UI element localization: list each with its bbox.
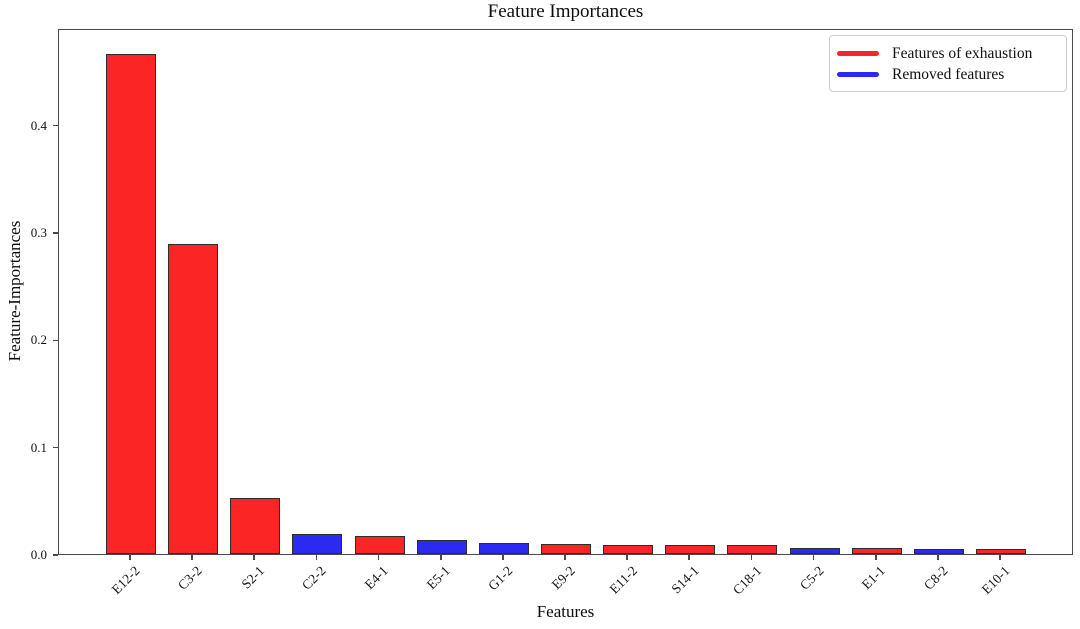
bar-E12-2 [106,53,156,554]
x-tick-mark [129,555,131,560]
bar-E5-1 [416,540,467,554]
bar-S14-1 [665,545,716,554]
y-tick-label: 0.4 [30,117,47,133]
bar-C8-2 [913,548,964,554]
x-tick-label: E11-2 [606,563,640,597]
x-tick-label: E5-1 [424,563,454,593]
chart-title: Feature Importances [487,1,644,22]
x-tick-mark [191,555,193,560]
x-tick-mark [439,555,442,560]
legend-label: Removed features [892,65,1005,83]
y-tick-mark [53,446,58,449]
x-tick-mark [688,555,691,560]
legend-item-removed: Removed features [837,64,1056,85]
x-tick-mark [874,555,877,560]
x-tick-label: E10-1 [978,563,1013,597]
x-tick-label: E4-1 [362,563,392,593]
x-tick-label: C8-2 [920,563,951,593]
y-axis: 0.0 0.1 0.2 0.3 0.4 [0,29,58,562]
x-tick-mark [315,555,318,560]
y-tick-mark [53,554,58,556]
x-tick-label: C5-2 [796,563,827,593]
bar-E11-2 [603,544,654,554]
bar-C5-2 [789,547,840,554]
x-tick-mark [999,555,1001,560]
bar-S2-1 [230,498,281,554]
x-tick-mark [812,555,815,560]
x-tick-mark [502,555,504,560]
x-tick-label: G1-2 [485,563,516,594]
bar-E9-2 [541,544,591,554]
x-tick-label: E1-1 [859,563,889,593]
x-tick-label: E9-2 [548,563,578,593]
x-tick-label: S14-1 [668,563,702,597]
bar-G1-2 [478,543,529,554]
x-tick-label: C18-1 [729,563,765,598]
plot-area [58,29,1073,555]
x-tick-mark [750,555,753,560]
x-tick-mark [253,555,256,560]
x-axis: E12-2 C3-2 S2-1 C2-2 E4-1 E5-1 G1-2 E9-2 E11-2 S1… [58,555,1073,629]
bar-E1-1 [851,548,902,554]
y-tick-mark [53,232,58,234]
bar-C3-2 [168,243,219,554]
x-tick-label: C3-2 [175,563,205,593]
x-tick-mark [564,555,566,560]
x-tick-mark [377,555,380,560]
blue-line-icon [837,72,879,77]
x-tick-mark [626,555,628,560]
y-tick-mark [53,124,58,127]
x-tick-label: E12-2 [108,563,143,597]
y-tick-mark [53,339,58,342]
legend: Features of exhaustion Removed features [829,35,1067,92]
legend-label: Features of exhaustion [892,44,1033,62]
y-tick-label: 0.3 [30,224,47,240]
y-tick-label: 0.2 [30,332,47,348]
bar-C2-2 [292,533,343,554]
bar-C18-1 [727,545,778,554]
x-tick-mark [937,555,939,560]
bar-E10-1 [976,549,1026,554]
y-tick-label: 0.0 [30,547,47,562]
bar-E4-1 [354,535,405,554]
red-line-icon [837,51,879,56]
y-tick-label: 0.1 [30,439,47,455]
x-tick-label: C2-2 [299,563,330,593]
legend-item-exhaustion: Features of exhaustion [837,43,1056,64]
x-tick-label: S2-1 [238,563,267,592]
x-axis-title: Features [536,602,595,621]
